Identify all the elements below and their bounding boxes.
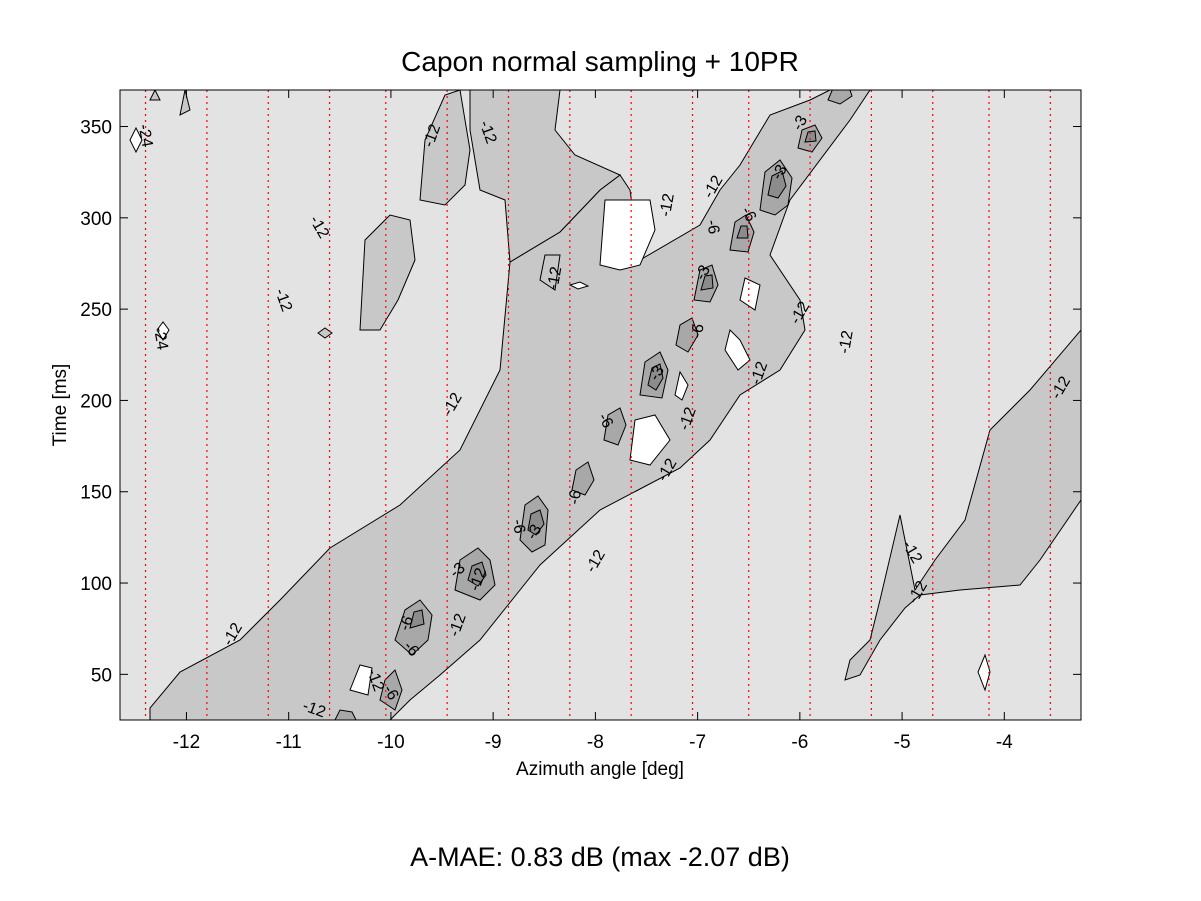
contour-label: -6 (703, 219, 722, 236)
contour-label: -6 (396, 614, 417, 633)
small-lens-left (149, 90, 161, 101)
small-lens-right (179, 90, 191, 116)
x-axis: -12 -11 -10 -9 -8 -7 -6 -5 -4 (173, 90, 1013, 753)
x-tick-label: -7 (689, 732, 706, 753)
contour-label: -12 (836, 329, 857, 355)
contour-label: -12 (747, 359, 771, 387)
x-tick-label: -10 (377, 732, 404, 753)
contour-label: -12 (363, 666, 387, 694)
contour-label: -24 (135, 123, 156, 149)
peak-14 (334, 709, 357, 720)
x-tick-label: -12 (173, 732, 200, 753)
hole-middle-right (739, 277, 761, 311)
core-2 (527, 509, 545, 536)
x-tick-label: -4 (996, 732, 1013, 753)
hole-bottom-right (977, 653, 991, 692)
small-left-blob (317, 327, 333, 339)
contour-label: -24 (150, 326, 171, 352)
hole-left-diamond-top (129, 126, 143, 154)
core-8 (409, 609, 425, 629)
x-axis-label: Azimuth angle [deg] (516, 759, 684, 780)
x-tick-label: -8 (587, 732, 604, 753)
contour-label: -12 (657, 192, 678, 218)
core-1 (467, 561, 487, 587)
contour-label: -12 (476, 118, 500, 146)
footer-metric: A-MAE: 0.83 dB (max -2.07 dB) (410, 842, 790, 872)
peak-5 (571, 461, 595, 496)
hole-middle (724, 329, 751, 371)
axes-frame (119, 89, 1082, 721)
plot-area: -12-12-12-12-12-12-12-12-12-12-12-12-12-… (120, 90, 1081, 722)
y-tick-label: 100 (80, 574, 112, 595)
hole-upper (599, 199, 656, 271)
y-tick-label: 50 (91, 665, 112, 686)
hole-tiny (568, 281, 590, 290)
contour-holes-white (129, 126, 991, 696)
top-right-band (469, 90, 621, 263)
y-tick-label: 250 (80, 300, 112, 321)
x-tick-label: -5 (894, 732, 911, 753)
chart-title: Capon normal sampling + 10PR (401, 46, 799, 77)
contour-peaks-level-minus-3 (409, 130, 817, 629)
contour-label: -6 (689, 323, 708, 340)
right-lower-band (844, 329, 1081, 681)
left-upper-blob (359, 214, 416, 331)
core-7 (736, 225, 749, 239)
core-3 (647, 363, 664, 391)
contour-label: -6 (566, 489, 585, 506)
contour-label: -12 (446, 611, 470, 639)
y-axis: 50 100 150 200 250 300 350 (80, 118, 1081, 686)
core-5 (767, 170, 787, 199)
y-tick-label: 200 (80, 391, 112, 412)
upper-column-blob (419, 90, 471, 206)
y-axis-label: Time [ms] (50, 364, 71, 447)
contour-label: -12 (300, 698, 328, 722)
x-tick-label: -9 (485, 732, 502, 753)
x-tick-label: -11 (276, 732, 302, 753)
contour-label: -6 (509, 518, 528, 535)
top-center-blob (539, 254, 561, 291)
contour-label: -12 (676, 405, 700, 433)
contour-label: -12 (466, 566, 490, 594)
hole-left-diamond (156, 321, 170, 341)
contour-label: -12 (271, 286, 295, 314)
x-tick-label: -6 (791, 732, 808, 753)
contour-label: -12 (545, 265, 566, 291)
hole-small (674, 370, 689, 401)
y-tick-label: 350 (80, 118, 112, 139)
y-tick-label: 300 (80, 209, 112, 230)
core-4 (700, 274, 714, 291)
core-6 (804, 130, 817, 143)
main-diagonal-band (149, 90, 871, 720)
peak-6 (603, 407, 627, 446)
contour-label: -12 (420, 122, 444, 150)
y-tick-label: 150 (80, 483, 112, 504)
peak-13 (827, 90, 853, 105)
hole-bottom-left (349, 664, 373, 696)
hole-lower (629, 414, 671, 466)
contour-region-level-minus-12 (149, 90, 1081, 720)
